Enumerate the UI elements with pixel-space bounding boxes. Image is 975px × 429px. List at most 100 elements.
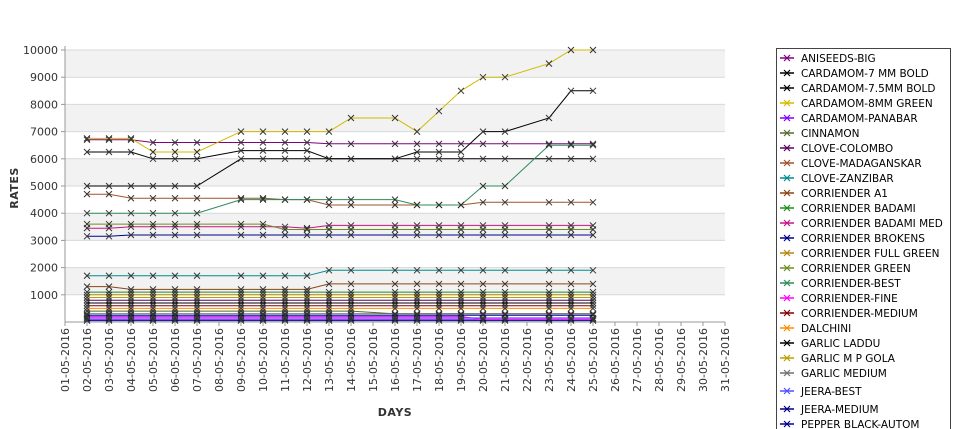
data-point-marker bbox=[149, 231, 157, 239]
x-tick-label: 04-05-2016 bbox=[125, 328, 138, 392]
data-point-marker bbox=[171, 220, 179, 228]
data-point-marker bbox=[127, 220, 135, 228]
series-cardamom-8mm-green bbox=[83, 46, 597, 156]
data-point-marker bbox=[237, 305, 245, 312]
data-point-marker bbox=[105, 283, 113, 290]
data-point-marker bbox=[347, 317, 355, 324]
data-point-marker bbox=[281, 155, 289, 163]
series-corriender-full-green bbox=[83, 291, 597, 299]
data-point-marker bbox=[567, 317, 575, 324]
data-point-marker bbox=[83, 299, 91, 307]
x-tick-label: 03-05-2016 bbox=[103, 328, 116, 392]
legend-item: CARDAMOM-7 MM BOLD bbox=[780, 68, 929, 80]
data-point-marker bbox=[589, 296, 597, 304]
data-point-marker bbox=[127, 299, 135, 307]
data-point-marker bbox=[567, 266, 575, 274]
legend-label: DALCHINI bbox=[801, 323, 851, 335]
data-point-marker bbox=[149, 182, 157, 190]
series-pepper-black-autom bbox=[83, 311, 597, 319]
data-point-marker bbox=[479, 294, 487, 301]
data-point-marker bbox=[457, 299, 465, 307]
data-point-marker bbox=[127, 317, 135, 324]
legend-marker bbox=[783, 54, 791, 62]
data-point-marker bbox=[435, 294, 443, 301]
data-point-marker bbox=[457, 294, 465, 301]
data-point-marker bbox=[237, 286, 245, 293]
legend-label: CORRIENDER BROKENS bbox=[801, 233, 925, 245]
legend-item: CLOVE-COLOMBO bbox=[780, 143, 893, 155]
data-point-marker bbox=[347, 305, 355, 312]
data-point-marker bbox=[281, 291, 289, 299]
data-point-marker bbox=[193, 286, 201, 293]
data-point-marker bbox=[479, 291, 487, 299]
legend-item: GARLIC MEDIUM bbox=[780, 368, 887, 380]
data-point-marker bbox=[303, 305, 311, 312]
data-point-marker bbox=[479, 128, 487, 135]
data-point-marker bbox=[237, 196, 245, 203]
data-point-marker bbox=[149, 299, 157, 307]
data-point-marker bbox=[347, 266, 355, 274]
data-point-marker bbox=[479, 302, 487, 310]
data-point-marker bbox=[171, 182, 179, 190]
data-point-marker bbox=[501, 73, 509, 81]
data-point-marker bbox=[545, 114, 553, 122]
data-point-marker bbox=[347, 296, 355, 304]
data-point-marker bbox=[237, 155, 245, 163]
plot-band bbox=[65, 77, 725, 105]
data-point-marker bbox=[501, 311, 509, 319]
data-point-marker bbox=[127, 148, 135, 156]
legend-item: CARDAMOM-8MM GREEN bbox=[780, 98, 933, 110]
data-point-marker bbox=[435, 231, 443, 239]
data-point-marker bbox=[303, 299, 311, 307]
series-corriender-medium bbox=[83, 302, 597, 310]
legend-marker bbox=[783, 159, 791, 167]
data-point-marker bbox=[303, 231, 311, 239]
data-point-marker bbox=[413, 294, 421, 301]
legend-item: CLOVE-MADAGANSKAR bbox=[780, 158, 922, 170]
x-tick-label: 07-05-2016 bbox=[191, 328, 204, 392]
data-point-marker bbox=[589, 311, 597, 319]
data-point-marker bbox=[149, 314, 157, 322]
x-tick-label: 28-05-2016 bbox=[653, 328, 666, 392]
x-tick-label: 23-05-2016 bbox=[543, 328, 556, 392]
data-point-marker bbox=[435, 280, 443, 288]
data-point-marker bbox=[391, 305, 399, 312]
data-point-marker bbox=[479, 182, 487, 190]
data-point-marker bbox=[281, 128, 289, 135]
data-point-marker bbox=[193, 220, 201, 228]
data-point-marker bbox=[259, 294, 267, 301]
data-point-marker bbox=[237, 296, 245, 304]
data-point-marker bbox=[259, 194, 267, 202]
data-point-marker bbox=[149, 220, 157, 228]
data-point-marker bbox=[325, 305, 333, 312]
data-point-marker bbox=[83, 272, 91, 280]
data-point-marker bbox=[171, 294, 179, 301]
data-point-marker bbox=[281, 314, 289, 322]
x-tick-label: 20-05-2016 bbox=[477, 328, 490, 392]
data-point-marker bbox=[413, 231, 421, 239]
data-point-marker bbox=[545, 288, 553, 296]
data-point-marker bbox=[281, 196, 289, 203]
data-point-marker bbox=[501, 231, 509, 239]
data-point-marker bbox=[259, 128, 267, 135]
legend-item: ANISEEDS-BIG bbox=[780, 53, 876, 65]
x-tick-label: 24-05-2016 bbox=[565, 328, 578, 392]
legend-item: PEPPER BLACK-AUTOM bbox=[780, 419, 919, 429]
data-point-marker bbox=[413, 311, 421, 319]
data-point-marker bbox=[303, 291, 311, 299]
data-point-marker bbox=[435, 288, 443, 296]
data-point-marker bbox=[105, 291, 113, 299]
legend-marker bbox=[783, 84, 791, 92]
data-point-marker bbox=[237, 314, 245, 322]
data-point-marker bbox=[83, 283, 91, 290]
data-point-marker bbox=[589, 294, 597, 301]
data-point-marker bbox=[149, 209, 157, 217]
data-point-marker bbox=[457, 140, 465, 148]
data-point-marker bbox=[105, 272, 113, 280]
data-point-marker bbox=[193, 272, 201, 280]
data-point-marker bbox=[303, 296, 311, 304]
data-point-marker bbox=[501, 128, 509, 135]
plot-band bbox=[65, 50, 725, 78]
data-point-marker bbox=[545, 299, 553, 307]
data-point-marker bbox=[83, 294, 91, 301]
